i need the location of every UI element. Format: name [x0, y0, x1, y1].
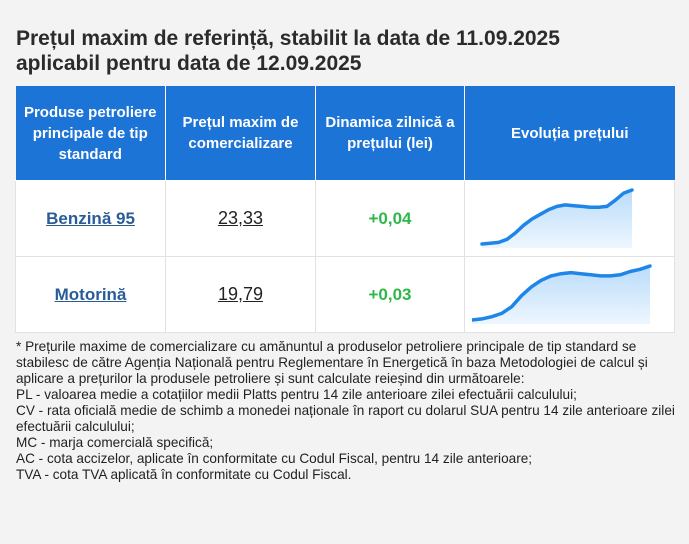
sparkline-line	[471, 263, 652, 322]
sparkline-line	[479, 187, 634, 246]
header-product: Produse petroliere principale de tip sta…	[15, 86, 166, 181]
daily-change-benzina-95: +0,04	[368, 208, 412, 228]
title-line-2: aplicabil pentru data de 12.09.2025	[16, 52, 362, 75]
product-link-motorina[interactable]: Motorină	[54, 284, 127, 304]
footnote-mc: MC - marja comercială specifică;	[16, 435, 214, 450]
footnote-cv: CV - rata oficială medie de schimb a mon…	[16, 403, 675, 434]
footnote-ac: AC - cota accizelor, aplicate în conform…	[16, 451, 533, 466]
footnote-intro: * Prețurile maxime de comercializare cu …	[16, 339, 648, 386]
price-value-benzina-95[interactable]: 23,33	[217, 208, 264, 228]
trend-cell	[464, 180, 675, 257]
sparkline-benzina-95	[479, 187, 634, 248]
product-cell: Benzină 95	[15, 180, 166, 257]
sparkline-area	[471, 265, 650, 324]
price-table: Produse petroliere principale de tip sta…	[15, 86, 675, 333]
change-cell: +0,04	[315, 180, 465, 257]
trend-cell	[464, 256, 675, 333]
price-cell: 23,33	[165, 180, 316, 257]
change-cell: +0,03	[315, 256, 465, 333]
footnotes: * Prețurile maxime de comercializare cu …	[16, 339, 676, 483]
footnote-tva: TVA - cota TVA aplicată în conformitate …	[16, 467, 352, 482]
table-row: Benzină 95 23,33 +0,04	[15, 180, 675, 257]
header-max-price: Prețul maxim de comercializare	[165, 86, 316, 181]
price-value-motorina[interactable]: 19,79	[217, 284, 264, 304]
table-row: Motorină 19,79 +0,03	[15, 256, 675, 333]
sparkline-area	[481, 189, 632, 248]
header-price-evolution: Evoluția prețului	[464, 86, 675, 181]
product-link-benzina-95[interactable]: Benzină 95	[46, 208, 135, 228]
product-cell: Motorină	[15, 256, 166, 333]
footnote-pl: PL - valoarea medie a cotațiilor medii P…	[16, 387, 577, 402]
table-header-row: Produse petroliere principale de tip sta…	[15, 86, 675, 181]
price-cell: 19,79	[165, 256, 316, 333]
daily-change-motorina: +0,03	[368, 284, 412, 304]
page-title: Prețul maxim de referință, stabilit la d…	[16, 26, 676, 76]
title-line-1: Prețul maxim de referință, stabilit la d…	[16, 27, 560, 50]
header-daily-change: Dinamica zilnică a prețului (lei)	[315, 86, 465, 181]
sparkline-motorina	[471, 263, 652, 324]
